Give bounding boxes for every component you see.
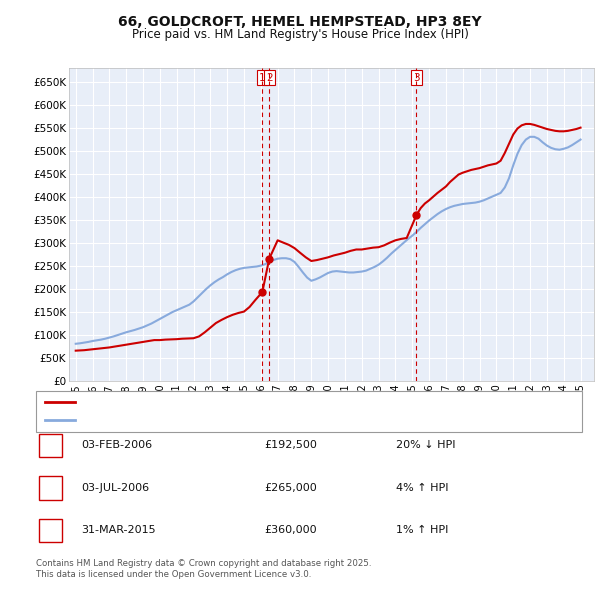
Text: 3: 3 <box>46 524 55 537</box>
Text: 2: 2 <box>46 481 55 494</box>
Text: £360,000: £360,000 <box>264 526 317 535</box>
Text: 66, GOLDCROFT, HEMEL HEMPSTEAD, HP3 8EY (semi-detached house): 66, GOLDCROFT, HEMEL HEMPSTEAD, HP3 8EY … <box>81 397 448 407</box>
Text: 3: 3 <box>413 73 420 83</box>
Text: HPI: Average price, semi-detached house, Dacorum: HPI: Average price, semi-detached house,… <box>81 415 350 425</box>
Text: 31-MAR-2015: 31-MAR-2015 <box>81 526 155 535</box>
Text: Contains HM Land Registry data © Crown copyright and database right 2025.: Contains HM Land Registry data © Crown c… <box>36 559 371 568</box>
Text: This data is licensed under the Open Government Licence v3.0.: This data is licensed under the Open Gov… <box>36 571 311 579</box>
Text: 03-JUL-2006: 03-JUL-2006 <box>81 483 149 493</box>
Text: 1: 1 <box>259 73 266 83</box>
Text: 1: 1 <box>46 439 55 452</box>
Text: 1% ↑ HPI: 1% ↑ HPI <box>396 526 448 535</box>
Text: 20% ↓ HPI: 20% ↓ HPI <box>396 441 455 450</box>
Text: 66, GOLDCROFT, HEMEL HEMPSTEAD, HP3 8EY: 66, GOLDCROFT, HEMEL HEMPSTEAD, HP3 8EY <box>118 15 482 29</box>
Text: 03-FEB-2006: 03-FEB-2006 <box>81 441 152 450</box>
Text: Price paid vs. HM Land Registry's House Price Index (HPI): Price paid vs. HM Land Registry's House … <box>131 28 469 41</box>
Text: £192,500: £192,500 <box>264 441 317 450</box>
Text: 2: 2 <box>266 73 272 83</box>
Text: £265,000: £265,000 <box>264 483 317 493</box>
Text: 4% ↑ HPI: 4% ↑ HPI <box>396 483 448 493</box>
